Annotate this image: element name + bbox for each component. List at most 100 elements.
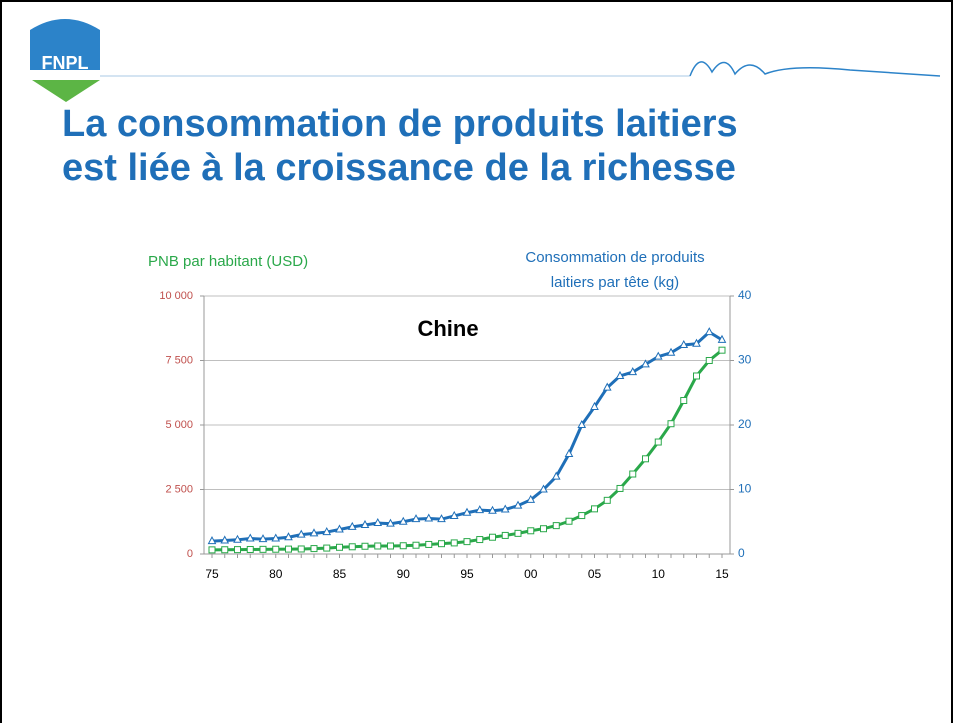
header-ornament xyxy=(689,61,941,77)
data-point xyxy=(514,529,522,537)
data-point xyxy=(667,420,675,428)
data-point xyxy=(692,338,701,347)
data-point xyxy=(463,538,471,546)
x-tick-label: 75 xyxy=(205,567,219,581)
data-point xyxy=(234,546,241,554)
data-point xyxy=(233,534,242,543)
data-point xyxy=(335,524,344,533)
chart: Chine PNB par habitant (USD) Consommation … xyxy=(148,249,752,581)
data-point xyxy=(551,471,561,480)
data-point xyxy=(323,544,331,552)
x-tick-label: 05 xyxy=(588,567,602,581)
data-point xyxy=(489,533,496,541)
data-point xyxy=(513,500,523,509)
data-point xyxy=(577,419,587,428)
x-tick-label: 95 xyxy=(460,567,474,581)
data-point xyxy=(603,496,611,504)
data-point xyxy=(309,528,319,537)
data-point xyxy=(476,536,484,544)
data-point xyxy=(411,514,421,523)
y-tick-label: 5 000 xyxy=(165,419,193,431)
data-point xyxy=(272,545,280,553)
data-point xyxy=(398,516,408,525)
data-point xyxy=(500,504,510,513)
data-point xyxy=(540,525,547,533)
y2-axis-title: laitiers par tête (kg) xyxy=(551,274,679,291)
data-point xyxy=(501,531,509,539)
x-tick-label: 85 xyxy=(333,567,347,581)
data-point xyxy=(718,346,726,354)
data-point xyxy=(564,448,574,458)
data-point xyxy=(666,347,676,356)
data-point xyxy=(680,396,688,404)
data-point xyxy=(310,545,318,553)
data-point xyxy=(641,359,650,368)
data-point xyxy=(399,542,407,550)
data-point xyxy=(297,545,305,553)
slide-title-line: La consommation de produits laitiers xyxy=(62,103,738,145)
data-point xyxy=(602,382,612,391)
data-point xyxy=(705,357,713,364)
data-point xyxy=(704,327,714,336)
y2-tick-label: 10 xyxy=(738,482,752,496)
data-point xyxy=(438,540,445,548)
data-point xyxy=(654,438,662,446)
data-point xyxy=(591,505,598,513)
data-point xyxy=(590,401,599,410)
data-point xyxy=(387,542,394,550)
data-point xyxy=(616,484,624,492)
data-point xyxy=(425,540,433,548)
y2-tick-label: 0 xyxy=(738,546,745,560)
data-point xyxy=(245,533,255,542)
data-point xyxy=(360,519,370,528)
data-point xyxy=(374,542,382,550)
slide-title-line: est liée à la croissance de la richesse xyxy=(62,147,736,189)
data-point xyxy=(208,546,216,554)
data-point xyxy=(615,370,625,379)
x-tick-label: 10 xyxy=(652,567,666,581)
data-point xyxy=(246,545,254,553)
y-tick-label: 2 500 xyxy=(165,483,193,495)
data-point xyxy=(642,455,649,463)
x-tick-label: 80 xyxy=(269,567,283,581)
data-point xyxy=(373,517,383,527)
y2-tick-label: 20 xyxy=(738,417,752,431)
data-point xyxy=(449,510,459,519)
data-point xyxy=(207,536,217,545)
data-point xyxy=(336,543,343,551)
y2-tick-label: 30 xyxy=(738,353,752,367)
data-line xyxy=(211,349,723,552)
data-point xyxy=(488,505,497,514)
data-point xyxy=(386,518,395,527)
data-point xyxy=(361,542,369,550)
y-tick-label: 10 000 xyxy=(159,290,193,302)
data-point xyxy=(347,521,357,530)
data-point xyxy=(220,535,230,544)
data-point xyxy=(285,545,292,553)
x-tick-label: 00 xyxy=(524,567,538,581)
y-axis-title: PNB par habitant (USD) xyxy=(148,253,308,270)
data-point xyxy=(221,546,229,554)
data-point xyxy=(693,372,700,380)
data-point xyxy=(271,533,281,542)
y2-tick-label: 40 xyxy=(738,288,752,302)
data-point xyxy=(629,470,637,478)
data-point xyxy=(424,513,434,522)
x-tick-label: 90 xyxy=(397,567,411,581)
data-point xyxy=(296,529,306,538)
logo-leaf xyxy=(32,80,100,102)
data-point xyxy=(475,505,485,514)
data-point xyxy=(526,494,536,503)
data-point xyxy=(450,539,458,547)
data-point xyxy=(258,534,268,543)
data-point xyxy=(717,334,727,343)
logo-shape xyxy=(30,19,100,70)
y-tick-label: 0 xyxy=(187,548,193,560)
data-point xyxy=(284,532,293,541)
x-tick-label: 15 xyxy=(715,567,729,581)
data-point xyxy=(565,517,573,525)
y2-axis-title: Consommation de produits xyxy=(525,249,704,266)
chart-title: Chine xyxy=(417,316,478,341)
data-point xyxy=(412,541,420,549)
